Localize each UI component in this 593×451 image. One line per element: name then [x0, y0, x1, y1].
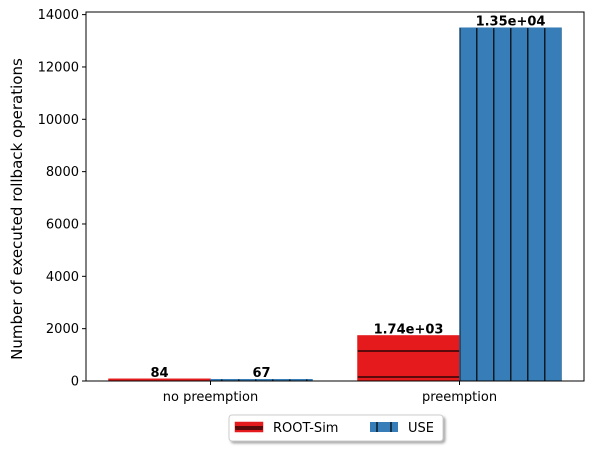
legend-label-use: USE: [408, 421, 434, 436]
data-label-root-sim-0: 84: [150, 366, 168, 381]
data-label-use-1: 1.35e+04: [476, 15, 546, 30]
y-tick-label: 6000: [46, 217, 79, 232]
legend-frame: [228, 414, 444, 442]
y-tick-label: 14000: [38, 8, 79, 23]
y-tick-label: 8000: [46, 165, 79, 180]
data-label-use-0: 67: [252, 366, 270, 381]
y-tick-label: 4000: [46, 270, 79, 285]
bar-use-1: [459, 27, 562, 382]
bar-root-sim-1: [357, 335, 460, 382]
y-tick-label: 12000: [38, 60, 79, 75]
y-axis-title: Number of executed rollback operations: [8, 58, 26, 360]
legend: ROOT-Sim USE: [228, 414, 444, 442]
y-tick-label: 10000: [38, 113, 79, 128]
data-label-root-sim-1: 1.74e+03: [374, 322, 444, 337]
legend-label-root-sim: ROOT-Sim: [273, 421, 338, 436]
legend-swatch-use: [370, 422, 398, 432]
y-tick-label: 2000: [46, 322, 79, 337]
x-tick-label: no preemption: [163, 390, 258, 405]
x-tick-label: preemption: [422, 390, 497, 405]
plot-frame: [85, 11, 585, 382]
y-tick-label: 0: [71, 375, 79, 390]
